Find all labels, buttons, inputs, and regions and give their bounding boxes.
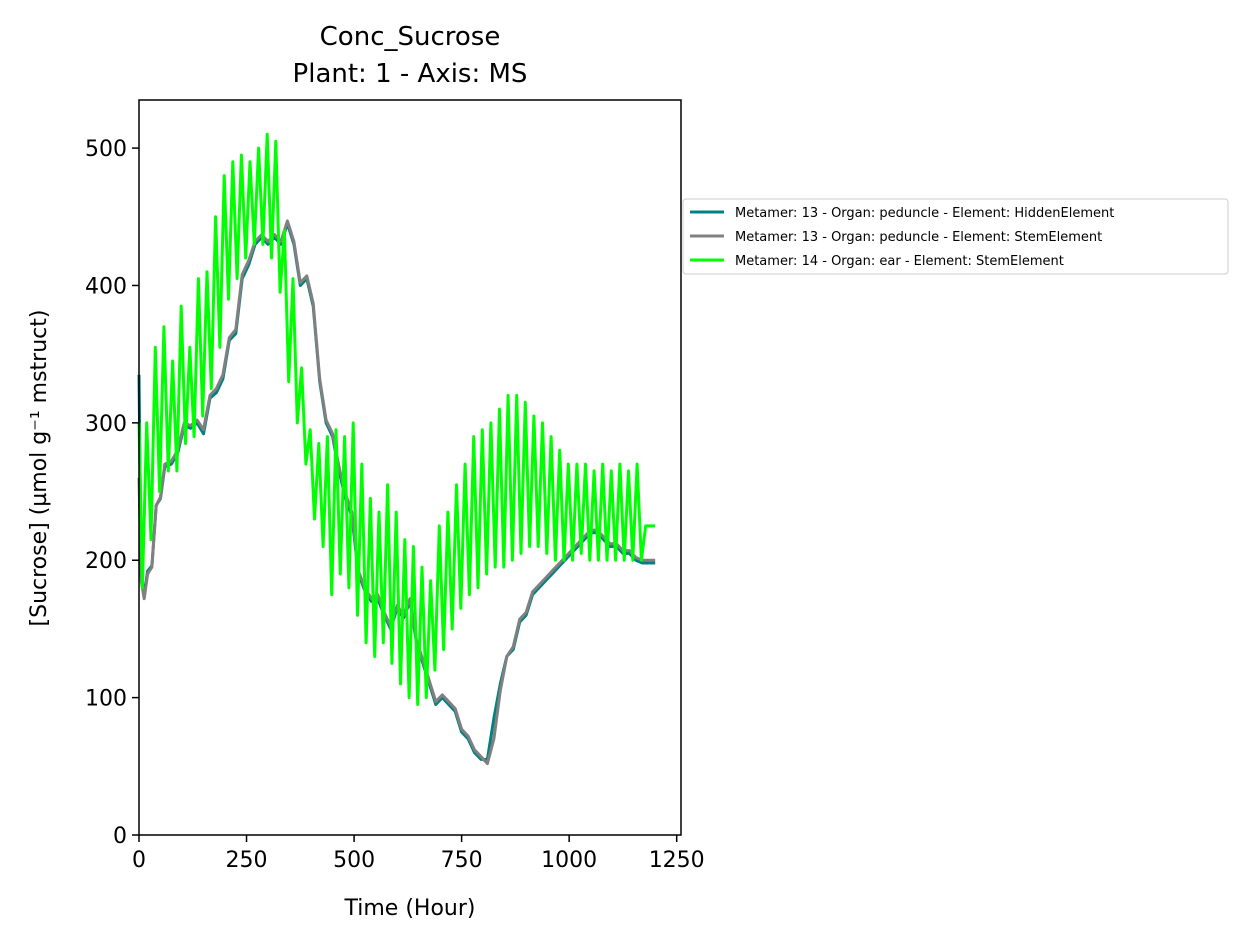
y-axis-label: [Sucrose] (µmol g⁻¹ mstruct) <box>27 310 52 627</box>
x-tick-label: 1000 <box>541 848 597 873</box>
series-layer <box>137 132 656 766</box>
x-tick-label: 250 <box>226 848 268 873</box>
x-tick-label: 1250 <box>649 848 705 873</box>
chart-subtitle: Plant: 1 - Axis: MS <box>293 59 528 89</box>
x-axis-label: Time (Hour) <box>344 896 476 921</box>
plot-frame <box>138 99 682 836</box>
y-tick-label: 0 <box>113 824 127 849</box>
legend-label-2: Metamer: 13 - Organ: peduncle - Element:… <box>735 230 1102 245</box>
series-line-3 <box>137 132 656 706</box>
legend-frame <box>682 198 1229 275</box>
legend: Metamer: 13 - Organ: peduncle - Element:… <box>682 198 1229 275</box>
y-tick-label: 300 <box>85 412 127 437</box>
legend-label-3: Metamer: 14 - Organ: ear - Element: Stem… <box>735 254 1064 269</box>
y-tick-label: 100 <box>85 687 127 712</box>
y-tick-label: 400 <box>85 274 127 299</box>
y-tick-label: 200 <box>85 549 127 574</box>
x-tick-label: 750 <box>441 848 483 873</box>
x-ticks: 0 250 500 750 1000 1250 <box>132 835 705 873</box>
y-ticks: 0 100 200 300 400 500 <box>85 137 139 849</box>
x-tick-label: 500 <box>333 848 375 873</box>
series-line-2 <box>137 219 656 766</box>
y-tick-label: 500 <box>85 137 127 162</box>
legend-label-1: Metamer: 13 - Organ: peduncle - Element:… <box>735 206 1114 221</box>
x-tick-label: 0 <box>132 848 146 873</box>
chart-title: Conc_Sucrose <box>320 22 501 52</box>
